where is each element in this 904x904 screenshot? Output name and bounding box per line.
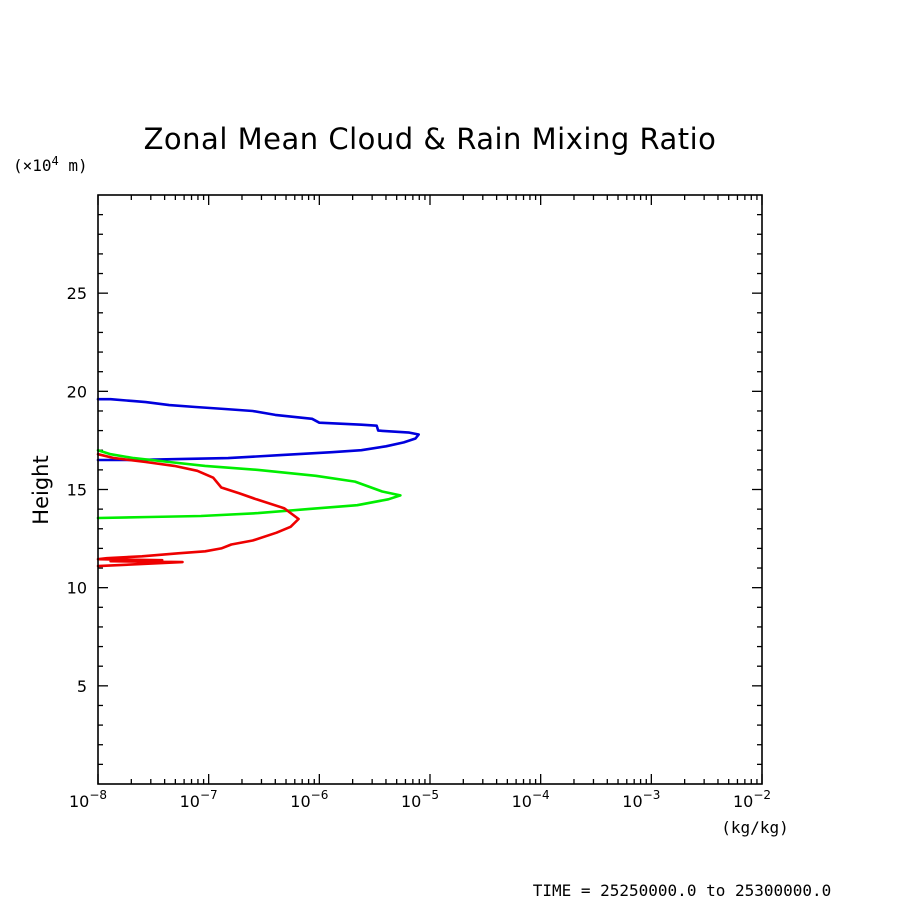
y-tick-label: 20 — [67, 382, 87, 401]
y-tick-label: 25 — [67, 284, 87, 303]
x-tick-label: 10−3 — [622, 788, 660, 811]
axis-ticks — [97, 195, 763, 784]
time-footer: TIME = 25250000.0 to 25300000.0 — [533, 881, 832, 900]
y-unit-exponent: 4 — [52, 154, 59, 168]
y-tick-label: 5 — [77, 677, 87, 696]
plot-series — [96, 397, 421, 568]
series-line-0 — [96, 397, 421, 462]
x-tick-label: 10−7 — [180, 788, 218, 811]
x-tick-label: 10−5 — [401, 788, 439, 811]
chart-title: Zonal Mean Cloud & Rain Mixing Ratio — [144, 122, 717, 156]
x-unit-label: (kg/kg) — [721, 818, 788, 837]
x-tick-label: 10−4 — [512, 788, 550, 811]
x-tick-labels: 10−8 10−7 10−6 10−5 10−4 10−3 10−2 — [69, 788, 771, 811]
series-line-1 — [96, 448, 402, 520]
x-tick-label: 10−8 — [69, 788, 107, 811]
plot-frame — [97, 194, 763, 785]
y-unit-tail: m) — [59, 156, 88, 175]
y-tick-label: 15 — [67, 481, 87, 500]
y-axis-label: Height — [29, 455, 53, 524]
x-tick-label: 10−2 — [733, 788, 771, 811]
x-tick-label: 10−6 — [290, 788, 328, 811]
y-unit-label: (×104 m) — [13, 154, 88, 175]
y-tick-labels: 5 10 15 20 25 — [67, 284, 87, 696]
y-tick-label: 10 — [67, 579, 87, 598]
